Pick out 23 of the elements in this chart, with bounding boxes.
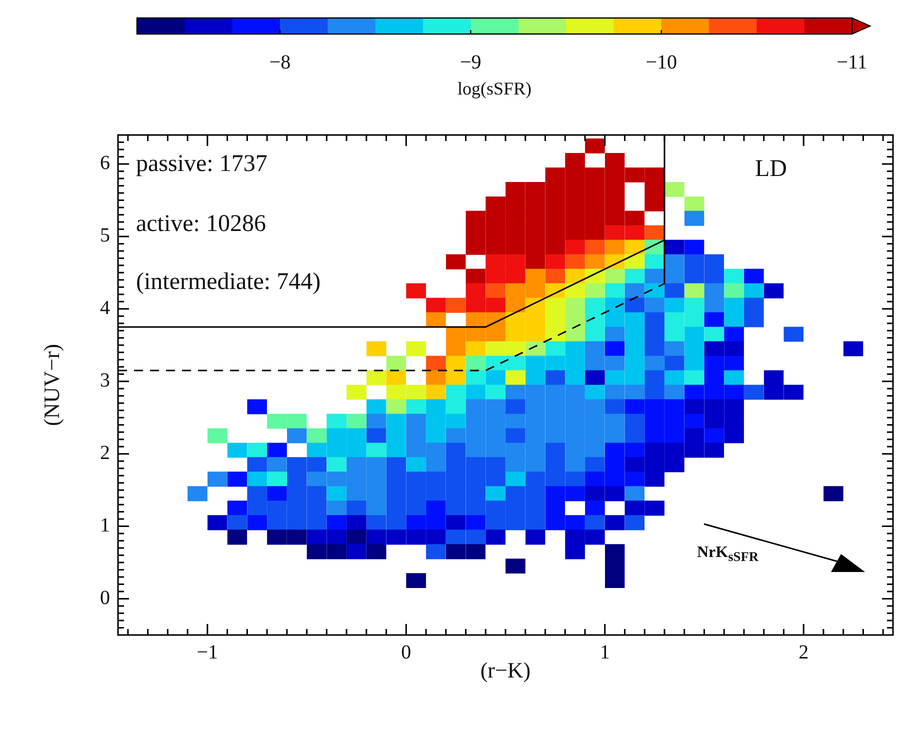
color-bar-label: −10 — [646, 51, 677, 74]
y-tick-label: 3 — [100, 370, 110, 392]
x-axis-title: (r−K) — [480, 658, 531, 683]
x-tick-label: 1 — [600, 641, 610, 664]
y-tick-label: 6 — [100, 152, 110, 174]
x-tick-label: −1 — [196, 641, 218, 664]
y-tick-label: 1 — [100, 514, 110, 537]
x-tick-label: 0 — [401, 641, 412, 664]
y-axis-title: (NUV−r) — [38, 344, 64, 426]
annotation: NrK$_{sSFR}$ — [697, 544, 758, 564]
color-bar-label: −9 — [460, 51, 482, 74]
annotation: active: 10286 — [136, 211, 266, 237]
x-tick-label: 2 — [798, 641, 809, 664]
annotation: (intermediate: 744) — [136, 269, 321, 295]
y-tick-label: 0 — [100, 587, 110, 610]
color-bar-title: log(sSFR) — [457, 78, 532, 99]
annotation: passive: 1737 — [136, 151, 268, 177]
color-bar-label: −8 — [269, 51, 291, 74]
y-tick-label: 5 — [100, 224, 110, 247]
color-bar-label: −11 — [836, 51, 868, 74]
annotation: LD — [755, 156, 787, 182]
y-tick-label: 4 — [100, 297, 110, 320]
y-tick-label: 2 — [100, 442, 110, 464]
